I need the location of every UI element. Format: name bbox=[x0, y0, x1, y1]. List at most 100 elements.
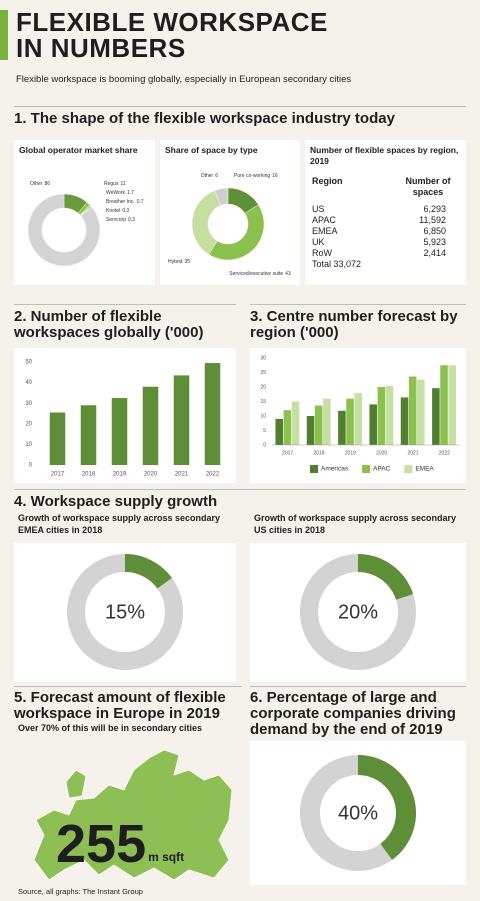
legend-label: EMEA bbox=[415, 466, 434, 473]
x-tick-label: 2022 bbox=[439, 450, 450, 456]
slice-value: 43 bbox=[285, 271, 291, 277]
table-panel: Number of flexible spaces by region, 201… bbox=[305, 140, 466, 285]
chart: 20% bbox=[300, 554, 416, 670]
cell: EMEA bbox=[312, 226, 338, 236]
y-tick-label: 10 bbox=[260, 413, 266, 419]
donut-segment bbox=[208, 204, 265, 261]
panel: 0 10 20 30 40 50 2017 2018 2019 2020 2021 2022 bbox=[14, 348, 236, 483]
cell: 6,293 bbox=[423, 204, 446, 214]
table-row: US 6,293 bbox=[310, 204, 460, 215]
chart: 0 5 10 15 20 25 30 2017 2018 2019 2020 2021 2022 Amer… bbox=[260, 355, 460, 473]
table-row: APAC 11,592 bbox=[310, 215, 460, 226]
donut-segment bbox=[214, 187, 229, 206]
legend-label: Americas bbox=[321, 466, 349, 473]
x-tick-label: 2021 bbox=[175, 472, 189, 478]
legend-label: APAC bbox=[373, 466, 391, 473]
slice-name: Other bbox=[30, 181, 43, 187]
slice-label: Servcorp 0.3 bbox=[106, 217, 135, 223]
x-tick-label: 2019 bbox=[345, 450, 356, 456]
cell: 6,850 bbox=[423, 226, 446, 236]
source-note: Source, all graphs: The Instant Group bbox=[18, 887, 143, 896]
slice-label: Serviced/executive suite 43 bbox=[229, 271, 291, 277]
bar bbox=[346, 398, 354, 445]
bar bbox=[111, 398, 128, 465]
y-tick-label: 20 bbox=[260, 384, 266, 390]
x-tick-label: 2018 bbox=[82, 472, 96, 478]
y-tick-label: 10 bbox=[25, 442, 32, 448]
table-header: Region Number of spaces bbox=[310, 176, 460, 198]
y-tick-label: 0 bbox=[29, 463, 33, 469]
section-heading: 1. The shape of the flexible workspace i… bbox=[14, 106, 466, 127]
table-row: EMEA 6,850 bbox=[310, 226, 460, 237]
slice-value: 11 bbox=[120, 181, 125, 187]
bar bbox=[385, 385, 394, 445]
chart-title: Share of space by type bbox=[165, 145, 258, 155]
figure-unit: m sqft bbox=[148, 850, 184, 864]
bar bbox=[306, 416, 315, 445]
table-total: Total 33,072 bbox=[310, 259, 460, 270]
slice-name: WeWork bbox=[106, 190, 125, 196]
donut-segment bbox=[358, 755, 416, 860]
bar bbox=[173, 375, 190, 465]
chart: 15% bbox=[67, 554, 183, 670]
bar bbox=[354, 393, 362, 445]
slice-value: 6 bbox=[215, 173, 218, 179]
slice-value: 86 bbox=[44, 181, 50, 187]
table: Region Number of spaces US 6,293 APAC 11,5… bbox=[310, 176, 460, 270]
chart: 0 10 20 30 40 50 2017 2018 2019 2020 2021 2022 bbox=[25, 360, 221, 478]
slice-value: 0.7 bbox=[137, 199, 144, 205]
x-tick-label: 2021 bbox=[407, 450, 418, 456]
bar bbox=[323, 398, 331, 445]
center-label: 40% bbox=[338, 802, 378, 824]
section-heading: 6. Percentage of large and corporate com… bbox=[250, 686, 466, 738]
bar bbox=[400, 397, 409, 445]
cell: 5,923 bbox=[423, 237, 446, 247]
cell: Total 33,072 bbox=[312, 259, 362, 269]
figure-number: 255 bbox=[56, 814, 146, 874]
table-title: Number of flexible spaces by region, 201… bbox=[310, 145, 459, 166]
section-heading: 5. Forecast amount of flexible workspace… bbox=[14, 686, 242, 722]
table-row: UK 5,923 bbox=[310, 237, 460, 248]
europe-map: 255 m sqft bbox=[33, 749, 233, 881]
bar bbox=[417, 379, 425, 445]
bar bbox=[49, 412, 66, 465]
y-tick-label: 20 bbox=[25, 421, 32, 427]
cell: RoW bbox=[312, 248, 332, 258]
slice-name: Regus bbox=[104, 181, 119, 187]
slice-name: Breather Inc. bbox=[106, 199, 135, 205]
chart-title: Growth of workspace supply across second… bbox=[254, 513, 457, 535]
chart-title: Global operator market share bbox=[19, 145, 138, 155]
x-tick-label: 2018 bbox=[313, 450, 324, 456]
bar bbox=[369, 404, 377, 445]
y-tick-label: 0 bbox=[263, 442, 266, 448]
legend-swatch bbox=[310, 465, 318, 473]
x-tick-label: 2020 bbox=[144, 472, 158, 478]
y-tick-label: 40 bbox=[25, 380, 32, 386]
page-title: FLEXIBLE WORKSPACE IN NUMBERS bbox=[16, 7, 328, 63]
cell: UK bbox=[312, 237, 325, 247]
slice-label: Knotel 0.3 bbox=[106, 208, 129, 214]
slice-value: 16 bbox=[272, 173, 278, 179]
cell: US bbox=[312, 204, 325, 214]
slice-value: 35 bbox=[184, 259, 190, 265]
bar bbox=[204, 363, 221, 465]
slice-value: 0.3 bbox=[128, 217, 135, 223]
slice-label: Hybrid 35 bbox=[168, 259, 190, 265]
panel: Global operator market share Regus 11 WeWo… bbox=[14, 140, 155, 285]
x-tick-label: 2020 bbox=[376, 450, 387, 456]
panel: 0 5 10 15 20 25 30 2017 2018 2019 2020 2021 2022 Amer… bbox=[250, 348, 466, 483]
slice-label: Other 6 bbox=[201, 173, 219, 179]
slice-name: Other bbox=[201, 173, 214, 179]
bar bbox=[338, 410, 346, 445]
y-tick-label: 30 bbox=[25, 401, 32, 407]
bar bbox=[291, 401, 300, 445]
bar bbox=[142, 386, 159, 465]
y-tick-label: 30 bbox=[260, 355, 266, 361]
section-heading: 4. Workspace supply growth bbox=[14, 489, 466, 510]
x-tick-label: 2022 bbox=[206, 472, 220, 478]
chart-title: Growth of workspace supply across second… bbox=[18, 513, 221, 535]
panel: 20% bbox=[250, 543, 466, 682]
y-tick-label: 15 bbox=[260, 399, 266, 405]
y-tick-label: 50 bbox=[25, 360, 32, 366]
